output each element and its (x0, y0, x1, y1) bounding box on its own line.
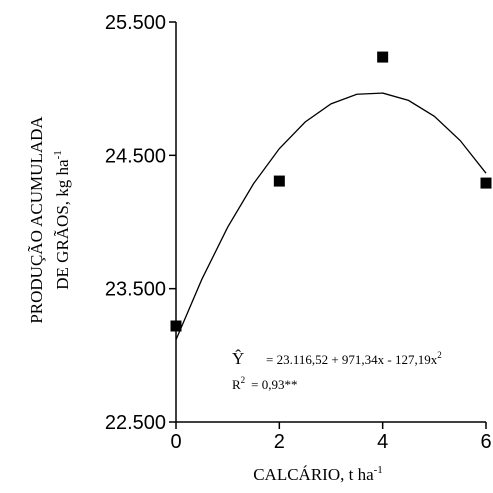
point (273, 175, 285, 187)
y-label-text: DE GRÃOS, kg ha (53, 159, 72, 290)
equation-text: = 23.116,52 + 971,34x - 127,19x (266, 352, 438, 367)
r-text: R (232, 377, 241, 392)
equation-sup: 2 (437, 350, 442, 360)
fit-curve (175, 92, 487, 340)
x-tick-label: 2 (274, 431, 285, 453)
y-label-line: PRODUÇÃO ACUMULADA (27, 116, 46, 324)
y-tick-label: 23.500 (105, 279, 166, 301)
point (480, 177, 492, 189)
r-value: = 0,93** (251, 377, 297, 392)
x-tick-label: 0 (170, 431, 181, 453)
r-squared: R2 = 0,93** (232, 375, 298, 392)
yhat: Ŷ (232, 349, 244, 368)
x-label-sup: -1 (374, 464, 383, 476)
equation: = 23.116,52 + 971,34x - 127,19x2 (266, 350, 442, 367)
y-tick-label: 24.500 (105, 145, 166, 167)
y-tick-label: 22.500 (105, 412, 166, 434)
x-axis-title: CALCÁRIO, t ha-1 (253, 464, 383, 484)
y-label-sup: -1 (52, 150, 64, 159)
point (377, 51, 389, 63)
x-tick-label: 4 (377, 431, 388, 453)
y-label-line: DE GRÃOS, kg ha-1 (52, 150, 72, 290)
x-label-text: CALCÁRIO, t ha (253, 465, 374, 484)
r-sup: 2 (241, 375, 246, 385)
y-axis-title: PRODUÇÃO ACUMULADA DE GRÃOS, kg ha-1 (27, 116, 72, 324)
y-tick-label: 25.500 (105, 12, 166, 34)
x-tick-label: 6 (480, 431, 491, 453)
point (170, 320, 182, 332)
